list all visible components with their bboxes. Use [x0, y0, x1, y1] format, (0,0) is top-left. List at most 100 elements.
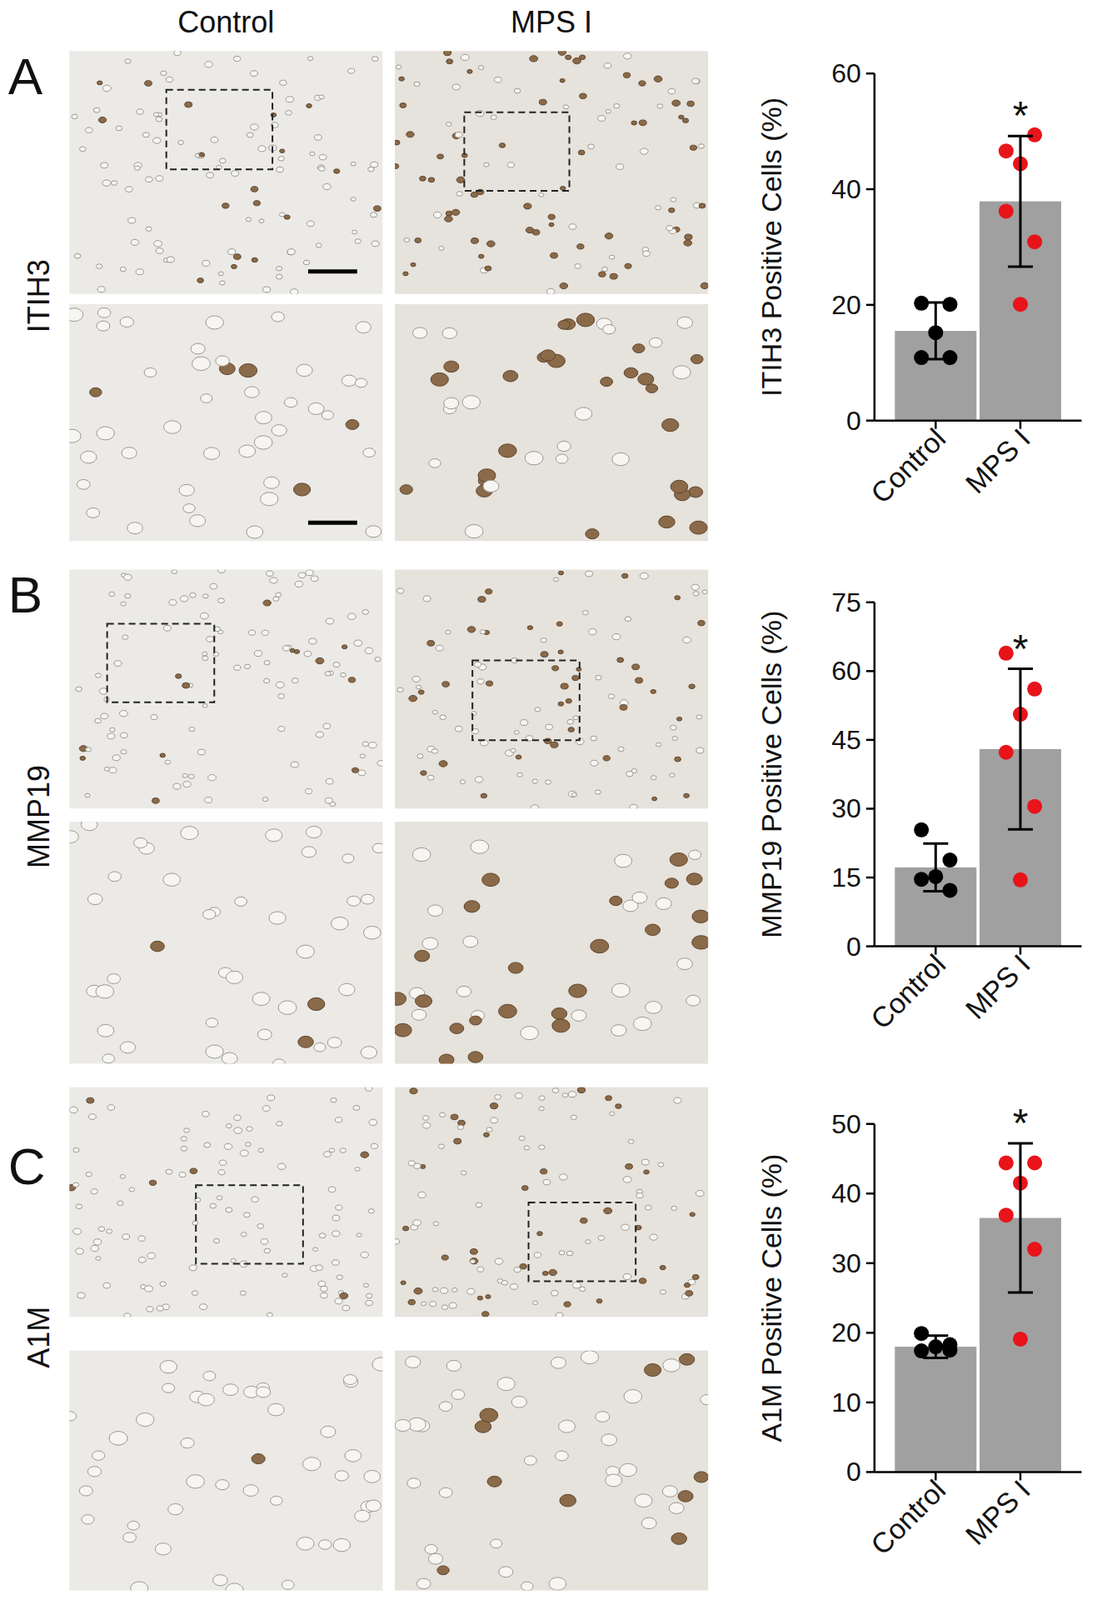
cell — [557, 440, 571, 451]
cell — [394, 992, 406, 1006]
cell — [395, 64, 401, 70]
cell — [433, 211, 442, 218]
column-header: Control — [177, 4, 275, 40]
cell — [128, 217, 136, 224]
cell — [109, 1431, 128, 1445]
cell — [464, 524, 484, 539]
cell — [559, 78, 565, 83]
cell — [184, 1127, 190, 1132]
cell — [178, 139, 185, 145]
cell — [127, 522, 144, 534]
y-tick-label: 45 — [831, 724, 862, 755]
cell — [662, 418, 679, 431]
cell — [191, 356, 210, 370]
cell — [356, 1232, 362, 1237]
cell — [443, 360, 459, 372]
cell — [604, 233, 614, 240]
cells — [397, 570, 709, 808]
cell — [477, 1295, 483, 1300]
micrograph-bg — [69, 1087, 383, 1317]
cell — [631, 120, 638, 125]
cell — [138, 1235, 145, 1241]
cell — [399, 102, 407, 108]
cell — [612, 452, 630, 465]
cell — [638, 1277, 647, 1283]
cell — [350, 161, 356, 166]
x-axis — [874, 1470, 1083, 1473]
cell — [673, 1097, 682, 1103]
cell — [454, 725, 463, 731]
cell — [538, 1106, 544, 1111]
cell — [538, 1095, 545, 1101]
cell — [323, 183, 332, 190]
cell — [520, 719, 529, 726]
cell — [403, 271, 409, 276]
cell — [344, 1449, 362, 1462]
cells — [69, 821, 383, 1063]
cell — [527, 625, 533, 630]
cell — [615, 1103, 622, 1109]
cell — [155, 116, 163, 122]
error-line — [934, 302, 938, 360]
data-point — [1027, 1155, 1043, 1171]
cell — [327, 1037, 342, 1048]
cell — [409, 1087, 418, 1094]
cell — [614, 853, 633, 868]
cell — [543, 737, 551, 743]
cell — [115, 125, 123, 131]
cell — [221, 1052, 238, 1063]
cell — [203, 1371, 216, 1381]
cell — [520, 1026, 539, 1040]
cell — [73, 1146, 80, 1152]
cell — [548, 1576, 567, 1591]
cell — [107, 733, 115, 739]
y-tick — [866, 1191, 875, 1195]
cell — [562, 1092, 569, 1098]
cell — [673, 365, 691, 379]
cell — [609, 895, 623, 905]
cell — [501, 1280, 508, 1286]
error-bar — [922, 1335, 948, 1358]
cell — [478, 254, 484, 259]
cell — [341, 374, 357, 386]
cell — [189, 514, 206, 527]
y-tick — [866, 738, 875, 742]
y-tick-label: 20 — [831, 1316, 862, 1347]
cell — [258, 145, 267, 152]
cell — [658, 515, 675, 529]
y-tick — [866, 1261, 875, 1265]
cell — [601, 1433, 618, 1446]
cell — [336, 1274, 343, 1280]
cell — [474, 776, 484, 783]
cell — [445, 210, 453, 216]
cell — [644, 1204, 652, 1210]
cell — [202, 703, 208, 709]
cell — [234, 664, 241, 670]
cell — [250, 70, 259, 77]
cell — [120, 732, 129, 738]
cell — [360, 1046, 377, 1059]
cell — [515, 754, 522, 759]
cell — [188, 773, 195, 778]
micrograph — [392, 49, 709, 295]
cell — [670, 197, 677, 202]
cell — [698, 144, 704, 149]
cell — [483, 479, 499, 492]
cell — [69, 1106, 78, 1112]
cell — [368, 166, 375, 172]
micrograph — [62, 817, 386, 1068]
cell — [294, 580, 303, 587]
cell — [696, 747, 704, 753]
y-tick — [866, 188, 875, 191]
cell — [94, 673, 101, 678]
cell — [594, 789, 601, 794]
cell — [498, 443, 518, 458]
cell — [315, 1264, 323, 1270]
x-tick-label: Control — [864, 1473, 952, 1561]
cell — [693, 1470, 709, 1482]
cell — [366, 1292, 373, 1298]
cell — [243, 1211, 250, 1217]
cell — [234, 55, 241, 61]
cell — [439, 1111, 446, 1117]
cell — [674, 595, 681, 600]
